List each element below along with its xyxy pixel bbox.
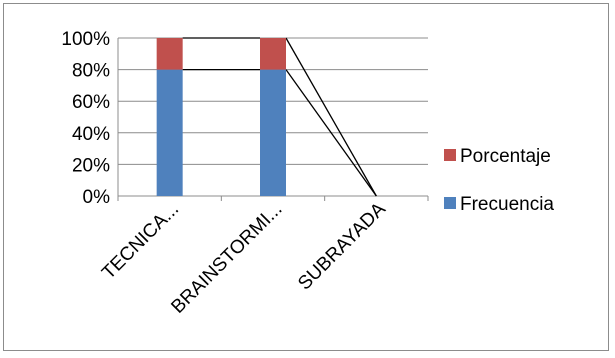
- x-axis-category-labels: TECNICA...BRAINSTORMI... SUBRAYADA: [98, 198, 390, 317]
- bar-frecuencia: [260, 69, 286, 196]
- legend-swatch: [444, 149, 456, 161]
- series-lines: [182, 37, 377, 197]
- legend-label: Frecuencia: [460, 194, 554, 215]
- stacked-bar-chart: 0% 20% 40% 60% 80% 100% TECNICA...BRAINSTORMI…: [61, 29, 554, 318]
- bar-frecuencia: [156, 69, 183, 196]
- bars: [156, 38, 286, 196]
- y-tick-label: 80%: [72, 61, 110, 82]
- bar-porcentaje: [260, 38, 286, 70]
- legend-swatch: [444, 197, 456, 209]
- legend: Porcentaje Frecuencia: [444, 146, 554, 215]
- y-tick-label: 20%: [72, 155, 110, 176]
- series-line: [285, 37, 377, 197]
- x-category-label: TECNICA...: [98, 199, 183, 284]
- legend-label: Porcentaje: [460, 146, 551, 167]
- y-tick-label: 100%: [61, 29, 110, 50]
- y-tick-label: 60%: [72, 92, 110, 113]
- y-tick-label: 0%: [83, 187, 111, 208]
- x-category-label: BRAINSTORMI...: [167, 199, 286, 318]
- bar-porcentaje: [156, 38, 183, 70]
- chart-frame: 0% 20% 40% 60% 80% 100% TECNICA... BRAINSTORMI…: [3, 3, 609, 351]
- y-axis-tick-labels: 0% 20% 40% 60% 80% 100%: [61, 29, 110, 208]
- x-category-label: SUBRAYADA: [294, 198, 390, 294]
- series-line: [285, 69, 377, 197]
- y-tick-label: 40%: [72, 124, 110, 145]
